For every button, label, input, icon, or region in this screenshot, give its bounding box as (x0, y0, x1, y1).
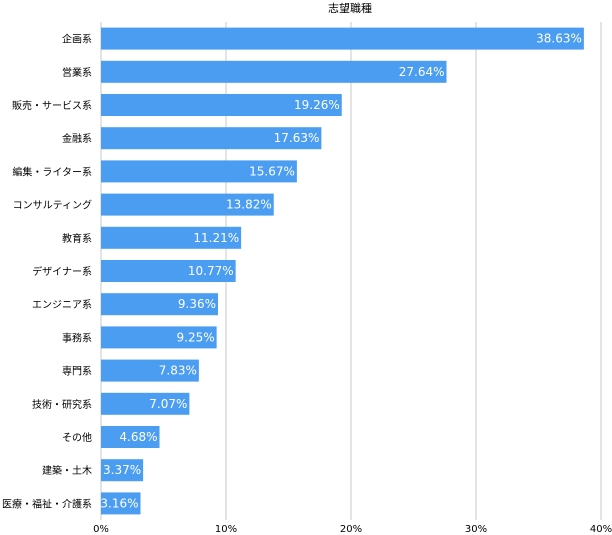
bar (101, 492, 141, 515)
category-label: 医療・福祉・介護系 (2, 497, 92, 510)
category-label: 事務系 (62, 331, 92, 344)
bar (101, 226, 242, 249)
bar (101, 293, 218, 316)
category-labels: 企画系営業系販売・サービス系金融系編集・ライター系コンサルティング教育系デザイナ… (2, 33, 92, 511)
bar-value-label: 3.16% (100, 496, 138, 510)
x-tick-label: 10% (215, 524, 237, 535)
bar (101, 193, 274, 216)
category-label: 専門系 (62, 366, 92, 378)
x-tick-label: 40% (590, 524, 612, 535)
bar-value-label: 3.37% (103, 463, 141, 477)
bar-value-label: 9.25% (177, 330, 215, 344)
category-label: 金融系 (62, 132, 92, 145)
bar-value-label: 15.67% (249, 164, 295, 178)
bar (101, 27, 584, 50)
bar-value-label: 9.36% (178, 297, 216, 311)
category-label: 教育系 (62, 232, 92, 245)
bar (101, 160, 297, 183)
bars: 38.63% 27.64% 19.26% 17.63% 15.67% 13.82% 11.2… (100, 27, 584, 515)
bar-value-label: 7.83% (159, 364, 197, 378)
bar (101, 260, 236, 282)
bar (101, 459, 144, 482)
chart-title: 志望職種 (328, 1, 372, 15)
category-label: 企画系 (62, 33, 92, 46)
x-axis-ticks: 0% 10% 20% 30% 40% (93, 524, 612, 535)
bar-value-label: 27.64% (399, 65, 445, 79)
bar-value-label: 7.07% (149, 397, 187, 411)
category-label: 販売・サービス系 (12, 99, 92, 112)
category-label: デザイナー系 (32, 265, 92, 278)
category-label: 建築・土木 (42, 464, 92, 477)
bar-value-label: 19.26% (294, 98, 340, 112)
x-tick-label: 0% (93, 524, 109, 535)
bar-value-label: 13.82% (226, 198, 272, 212)
bar-value-label: 10.77% (188, 264, 234, 278)
category-label: 編集・ライター系 (12, 165, 92, 178)
bar (101, 326, 217, 349)
category-label: 営業系 (62, 66, 92, 79)
category-label: その他 (62, 431, 92, 444)
category-label: コンサルティング (13, 199, 92, 212)
bar (101, 359, 199, 382)
bar-value-label: 17.63% (274, 131, 320, 145)
bar-value-label: 4.68% (119, 430, 157, 444)
x-tick-label: 20% (340, 524, 362, 535)
x-tick-label: 30% (465, 524, 487, 535)
bar (101, 426, 160, 448)
bar (101, 392, 190, 415)
bar (101, 127, 322, 150)
category-label: 技術・研究系 (32, 398, 92, 411)
bar (101, 94, 342, 116)
bar (101, 60, 447, 83)
bar-value-label: 11.21% (193, 231, 239, 245)
category-label: エンジニア系 (32, 299, 92, 311)
bar-value-label: 38.63% (536, 32, 582, 46)
